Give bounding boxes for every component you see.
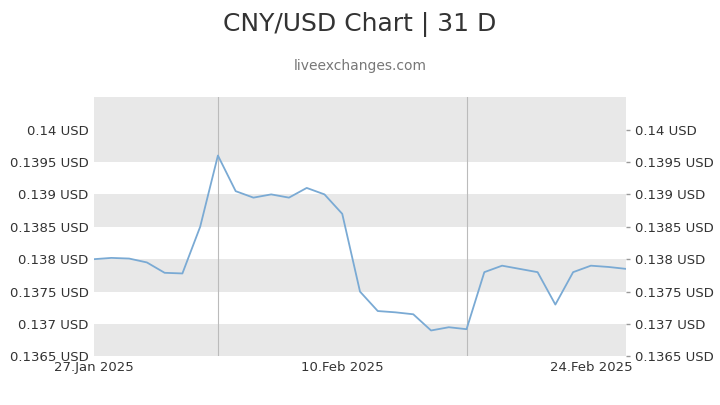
Bar — [94, 97, 626, 162]
Text: liveexchanges.com: liveexchanges.com — [294, 59, 426, 73]
Bar — [94, 324, 626, 356]
Bar — [94, 259, 626, 292]
Text: CNY/USD Chart | 31 D: CNY/USD Chart | 31 D — [223, 12, 497, 37]
Bar — [94, 194, 626, 227]
